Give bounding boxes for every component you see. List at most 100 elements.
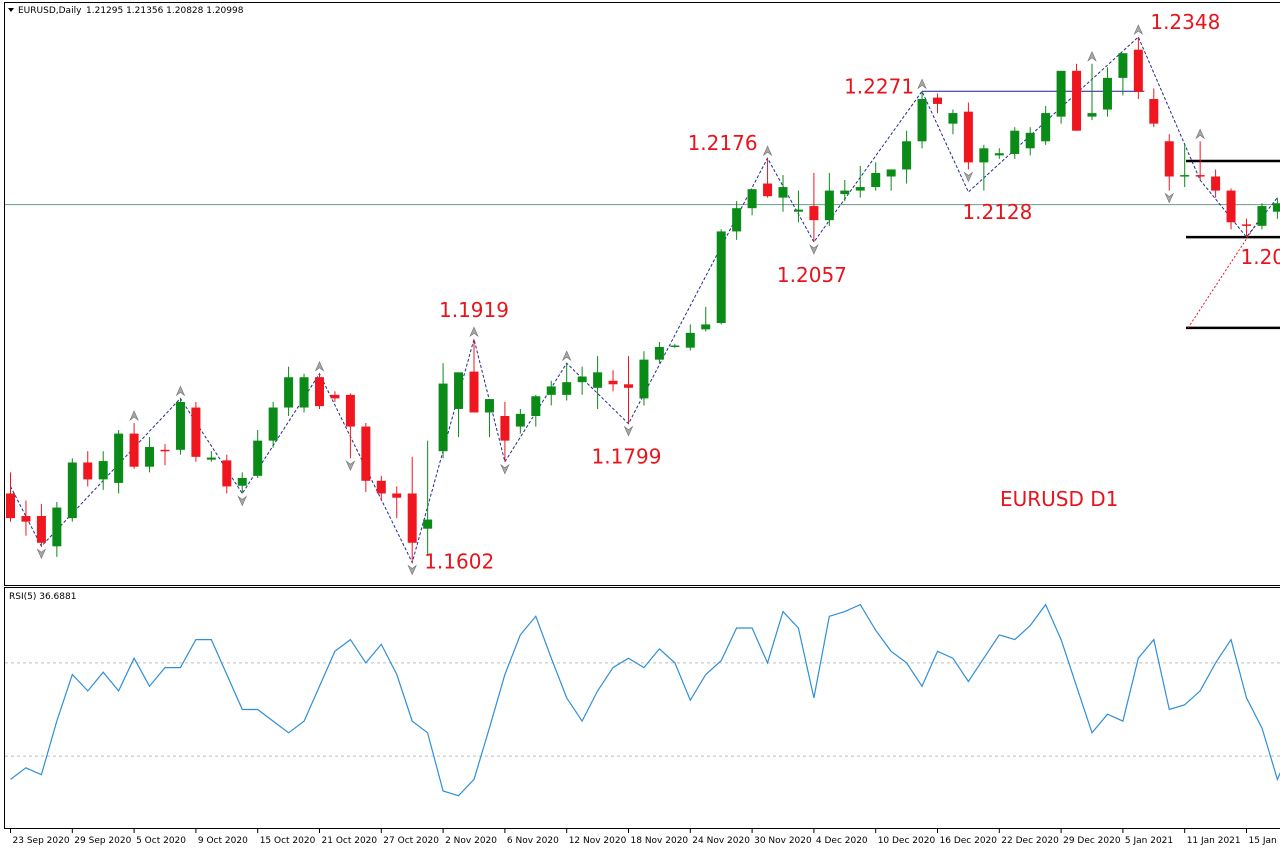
candle-body: [1165, 141, 1174, 176]
candle-body: [1134, 50, 1143, 92]
price-label: 1.1919: [439, 298, 509, 322]
candle-body: [979, 148, 988, 162]
candle: [114, 430, 123, 493]
candle: [500, 402, 509, 462]
candle: [130, 423, 139, 469]
candle: [547, 381, 556, 406]
candle: [52, 502, 61, 557]
candle-body: [871, 173, 880, 187]
candle-body: [191, 408, 200, 457]
x-tick-label: 29 Dec 2020: [1063, 836, 1121, 846]
candle: [995, 148, 1004, 159]
horizontal-lines: [5, 91, 1280, 328]
candle: [439, 363, 448, 458]
candle: [423, 441, 432, 556]
candle: [330, 391, 339, 402]
candle: [1257, 203, 1266, 229]
candle-body: [423, 520, 432, 529]
candle-body: [1026, 133, 1035, 148]
candle-body: [346, 395, 355, 427]
candle: [408, 457, 417, 563]
candle: [670, 344, 679, 348]
candle: [578, 367, 587, 395]
candle-body: [1072, 71, 1081, 131]
candle-body: [933, 98, 942, 104]
candle-body: [562, 382, 571, 395]
candle: [222, 455, 231, 494]
candle: [516, 409, 525, 434]
candle: [639, 351, 648, 405]
candle: [1088, 64, 1097, 120]
price-labels: 1.23481.22711.21761.21281.20571.19191.17…: [424, 10, 1280, 573]
candle: [686, 324, 695, 350]
candle-body: [253, 441, 262, 476]
x-tick-label: 6 Nov 2020: [507, 836, 559, 846]
price-label: 1.2128: [962, 200, 1032, 224]
candle: [794, 191, 803, 223]
candle: [253, 430, 262, 478]
candle-body: [361, 427, 370, 481]
candle-body: [717, 231, 726, 323]
candle: [1180, 145, 1189, 187]
candle-body: [1041, 113, 1050, 141]
candle-body: [624, 384, 633, 388]
candle-body: [516, 414, 525, 427]
x-tick-label: 11 Jan 2021: [1187, 836, 1241, 846]
candle-body: [37, 516, 46, 543]
candle-body: [1257, 206, 1266, 226]
x-tick-label: 12 Nov 2020: [569, 836, 627, 846]
price-label: 1.2064: [1241, 245, 1280, 269]
ohlc-readout: 1.21295 1.21356 1.20828 1.20998: [86, 6, 244, 16]
up-fractal-arrow-icon: [176, 386, 184, 395]
candle: [748, 189, 757, 215]
candle: [871, 162, 880, 190]
candle-body: [763, 184, 772, 197]
candle-body: [1196, 175, 1205, 177]
candle: [1134, 37, 1143, 99]
candle: [902, 131, 911, 184]
candle: [1057, 71, 1066, 124]
candle-body: [377, 481, 386, 494]
candle-body: [284, 377, 293, 407]
x-tick-label: 24 Nov 2020: [692, 836, 750, 846]
down-fractal-arrow-icon: [501, 465, 509, 474]
candle-body: [485, 399, 494, 412]
zigzag-path: [11, 37, 1278, 563]
up-fractal-arrow-icon: [1088, 52, 1096, 61]
rsi-path: [11, 605, 1280, 796]
x-tick-label: 10 Dec 2020: [878, 836, 936, 846]
rsi-pane-frame: [5, 588, 1280, 829]
candle: [593, 356, 602, 409]
up-fractal-arrow-icon: [130, 411, 138, 420]
down-fractal-arrow-icon: [964, 172, 972, 181]
down-fractal-arrow-icon: [37, 549, 45, 558]
price-label: 1.2176: [688, 131, 758, 155]
candle-body: [1211, 176, 1220, 190]
candle-body: [99, 461, 108, 479]
candle-body: [825, 191, 834, 221]
x-tick-label: 16 Dec 2020: [940, 836, 998, 846]
x-tick-label: 4 Dec 2020: [816, 836, 868, 846]
candle: [83, 451, 92, 486]
candle: [377, 476, 386, 501]
price-label: 1.1799: [592, 445, 662, 469]
down-fractal-arrow-icon: [408, 566, 416, 575]
symbol-dropdown-icon[interactable]: [8, 8, 14, 12]
candle-body: [701, 324, 710, 329]
zigzag-indicator: [11, 37, 1278, 563]
down-fractal-arrow-icon: [1165, 194, 1173, 203]
down-fractal-arrow-icon: [810, 245, 818, 254]
x-tick-label: 23 Sep 2020: [13, 836, 70, 846]
candle-body: [794, 210, 803, 212]
candle-body: [578, 377, 587, 383]
candle-body: [269, 408, 278, 441]
price-label: 1.1602: [424, 550, 494, 574]
candle-body: [1057, 71, 1066, 117]
symbol-label: EURUSD,Daily: [18, 6, 82, 16]
candle-body: [222, 460, 231, 486]
candle: [1149, 88, 1158, 127]
x-tick-label: 5 Oct 2020: [136, 836, 186, 846]
candle-body: [1103, 78, 1112, 110]
candle: [1211, 169, 1220, 197]
